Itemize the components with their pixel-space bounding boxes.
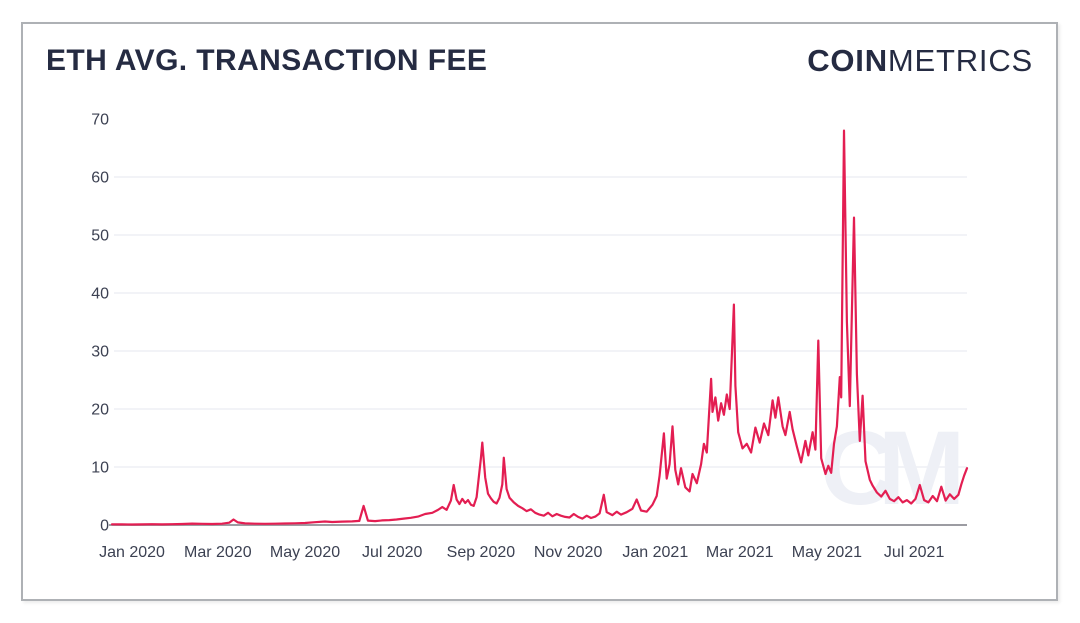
- x-tick-label: Sep 2020: [447, 544, 516, 561]
- x-tick-label: Mar 2021: [706, 544, 774, 561]
- y-tick-label: 70: [91, 112, 109, 129]
- y-tick-label: 60: [91, 170, 109, 187]
- x-tick-label: May 2020: [270, 544, 340, 561]
- gridlines: [114, 176, 967, 468]
- x-tick-label: May 2021: [792, 544, 862, 561]
- x-tick-label: Mar 2020: [184, 544, 252, 561]
- x-tick-label: Jul 2020: [362, 544, 423, 561]
- chart-card: ETH AVG. TRANSACTION FEE COINMETRICS CM …: [21, 22, 1058, 601]
- x-axis-labels: Jan 2020 Mar 2020 May 2020 Jul 2020 Sep 2020…: [99, 544, 944, 561]
- y-tick-label: 40: [91, 286, 109, 303]
- y-tick-label: 0: [100, 518, 109, 535]
- logo-metrics-text: METRICS: [887, 43, 1033, 78]
- y-tick-label: 10: [91, 460, 109, 477]
- x-tick-label: Jul 2021: [884, 544, 945, 561]
- coinmetrics-logo: COINMETRICS: [807, 43, 1033, 79]
- watermark-group: CM: [820, 410, 977, 527]
- series-group: [110, 129, 969, 526]
- y-tick-label: 50: [91, 228, 109, 245]
- logo-coin-text: COIN: [807, 43, 888, 78]
- x-tick-label: Jan 2021: [622, 544, 688, 561]
- page-title: ETH AVG. TRANSACTION FEE: [46, 44, 488, 77]
- cm-watermark: CM: [820, 410, 959, 527]
- x-tick-label: Jan 2020: [99, 544, 165, 561]
- y-axis-labels: 0 10 20 30 40 50 60 70: [91, 112, 109, 535]
- fee-line: [110, 129, 969, 526]
- fee-chart: CM 0 10 20 30 40 50 60 70 Jan 2020 Mar 2020 May 2…: [91, 112, 977, 562]
- x-tick-label: Nov 2020: [534, 544, 603, 561]
- y-tick-label: 20: [91, 402, 109, 419]
- y-tick-label: 30: [91, 344, 109, 361]
